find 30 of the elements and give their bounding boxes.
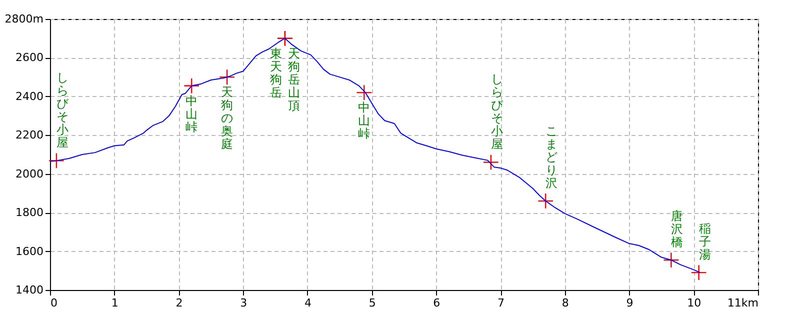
y-tick-label: 1600: [16, 244, 44, 258]
y-tick-label: 2600: [16, 51, 44, 64]
x-tick-label: 3: [240, 296, 248, 310]
x-tick-label: 1: [111, 296, 118, 310]
annotation: 中山峠: [358, 100, 370, 141]
x-tick-label: 10: [687, 296, 702, 310]
x-tick-label: 4: [304, 296, 312, 310]
x-tick-label: 9: [626, 296, 634, 310]
annotation: 天狗の奥庭: [221, 85, 233, 152]
annotation: 稲子湯: [698, 222, 711, 262]
annotation: しらびそ小屋: [490, 72, 504, 152]
y-tick-label: 2000: [16, 167, 44, 180]
x-tick-label: 2: [176, 296, 183, 310]
x-tick-label: 8: [562, 296, 569, 310]
x-tick-label: 11km: [727, 296, 758, 310]
y-tick-label: 2400: [16, 90, 44, 103]
y-tick-label: 2200: [16, 128, 44, 142]
annotation: 東天狗岳: [270, 46, 282, 100]
x-tick-label: 6: [433, 296, 440, 310]
annotation: 天狗岳山頂: [288, 46, 300, 112]
annotation: こまどり沢: [546, 124, 558, 190]
annotation: 唐沢橋: [671, 208, 684, 249]
y-tick-label: 1400: [16, 284, 44, 296]
annotation: しらびそ小屋: [56, 70, 70, 150]
x-tick-label: 5: [368, 296, 376, 310]
y-tick-label: 2800m: [4, 12, 44, 26]
y-tick-label: 1800: [16, 206, 44, 220]
x-tick-label: 7: [498, 296, 505, 310]
x-tick-label: 0: [50, 296, 58, 310]
annotation: 中山峠: [186, 94, 198, 134]
